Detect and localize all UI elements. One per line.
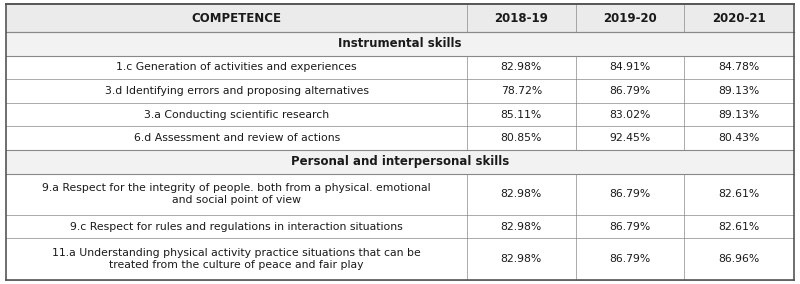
- Text: 11.a Understanding physical activity practice situations that can be
treated fro: 11.a Understanding physical activity pra…: [52, 248, 421, 270]
- Text: Instrumental skills: Instrumental skills: [338, 37, 462, 50]
- Text: 6.d Assessment and review of actions: 6.d Assessment and review of actions: [134, 133, 340, 143]
- Bar: [6, 32, 794, 56]
- Bar: [6, 150, 794, 174]
- Text: 82.98%: 82.98%: [501, 189, 542, 199]
- Text: 80.85%: 80.85%: [501, 133, 542, 143]
- Bar: [6, 174, 794, 215]
- Bar: [6, 103, 794, 126]
- Text: 83.02%: 83.02%: [609, 110, 650, 120]
- Text: 82.61%: 82.61%: [718, 222, 759, 232]
- Text: 84.78%: 84.78%: [718, 62, 759, 72]
- Bar: [6, 4, 794, 32]
- Text: 85.11%: 85.11%: [501, 110, 542, 120]
- Text: 78.72%: 78.72%: [501, 86, 542, 96]
- Text: 84.91%: 84.91%: [610, 62, 650, 72]
- Bar: [6, 215, 794, 239]
- Text: 3.a Conducting scientific research: 3.a Conducting scientific research: [144, 110, 330, 120]
- Text: 86.79%: 86.79%: [610, 254, 650, 264]
- Text: 89.13%: 89.13%: [718, 86, 759, 96]
- Text: 86.79%: 86.79%: [610, 86, 650, 96]
- Text: 3.d Identifying errors and proposing alternatives: 3.d Identifying errors and proposing alt…: [105, 86, 369, 96]
- Bar: [6, 56, 794, 79]
- Text: 1.c Generation of activities and experiences: 1.c Generation of activities and experie…: [116, 62, 357, 72]
- Text: 86.79%: 86.79%: [610, 189, 650, 199]
- Text: 80.43%: 80.43%: [718, 133, 759, 143]
- Bar: [6, 239, 794, 280]
- Text: 82.98%: 82.98%: [501, 254, 542, 264]
- Bar: [6, 126, 794, 150]
- Text: 86.79%: 86.79%: [610, 222, 650, 232]
- Text: 2020-21: 2020-21: [712, 12, 766, 25]
- Text: 2018-19: 2018-19: [494, 12, 548, 25]
- Text: 82.61%: 82.61%: [718, 189, 759, 199]
- Text: 92.45%: 92.45%: [610, 133, 650, 143]
- Text: COMPETENCE: COMPETENCE: [192, 12, 282, 25]
- Text: 89.13%: 89.13%: [718, 110, 759, 120]
- Text: Personal and interpersonal skills: Personal and interpersonal skills: [291, 155, 509, 168]
- Text: 9.c Respect for rules and regulations in interaction situations: 9.c Respect for rules and regulations in…: [70, 222, 403, 232]
- Text: 82.98%: 82.98%: [501, 222, 542, 232]
- Text: 9.a Respect for the integrity of people. both from a physical. emotional
and soc: 9.a Respect for the integrity of people.…: [42, 183, 431, 205]
- Text: 2019-20: 2019-20: [603, 12, 657, 25]
- Bar: [6, 79, 794, 103]
- Text: 82.98%: 82.98%: [501, 62, 542, 72]
- Text: 86.96%: 86.96%: [718, 254, 759, 264]
